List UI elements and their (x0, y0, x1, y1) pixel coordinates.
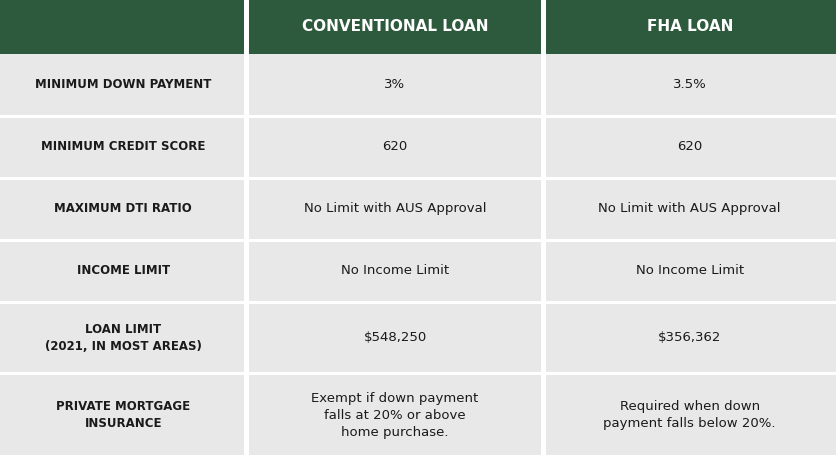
Text: 620: 620 (677, 140, 702, 154)
Bar (0, 373, 247, 457)
Bar (543, 116, 836, 178)
Text: 3%: 3% (385, 79, 405, 91)
Text: No Limit with AUS Approval: No Limit with AUS Approval (303, 202, 487, 215)
Bar (0, 240, 247, 302)
Bar (541, 0, 546, 457)
Bar (247, 0, 543, 54)
Bar (0, 302, 247, 373)
Text: No Limit with AUS Approval: No Limit with AUS Approval (599, 202, 781, 215)
Text: 620: 620 (382, 140, 408, 154)
Text: INCOME LIMIT: INCOME LIMIT (77, 265, 170, 277)
Bar (247, 240, 543, 302)
Bar (0, 301, 836, 304)
Bar (0, 239, 836, 242)
Bar (0, 0, 247, 54)
Bar (0, 116, 247, 178)
Bar (543, 373, 836, 457)
Text: 3.5%: 3.5% (673, 79, 706, 91)
Text: PRIVATE MORTGAGE
INSURANCE: PRIVATE MORTGAGE INSURANCE (56, 400, 191, 430)
Bar (0, 115, 836, 118)
Text: Exempt if down payment
falls at 20% or above
home purchase.: Exempt if down payment falls at 20% or a… (311, 392, 479, 439)
Text: FHA LOAN: FHA LOAN (646, 20, 733, 34)
Bar (244, 0, 249, 457)
Text: $356,362: $356,362 (658, 331, 721, 344)
Bar (0, 177, 836, 180)
Bar (247, 373, 543, 457)
Bar (0, 54, 247, 116)
Text: No Income Limit: No Income Limit (635, 265, 744, 277)
Text: No Income Limit: No Income Limit (341, 265, 449, 277)
Text: Required when down
payment falls below 20%.: Required when down payment falls below 2… (604, 400, 776, 430)
Text: MINIMUM DOWN PAYMENT: MINIMUM DOWN PAYMENT (35, 79, 212, 91)
Text: $548,250: $548,250 (364, 331, 426, 344)
Bar (247, 54, 543, 116)
Bar (0, 455, 836, 457)
Bar (0, 372, 836, 375)
Bar (543, 302, 836, 373)
Bar (0, 178, 247, 240)
Bar (543, 240, 836, 302)
Bar (543, 0, 836, 54)
Bar (244, 0, 249, 54)
Text: MAXIMUM DTI RATIO: MAXIMUM DTI RATIO (54, 202, 192, 215)
Text: CONVENTIONAL LOAN: CONVENTIONAL LOAN (302, 20, 488, 34)
Bar (247, 302, 543, 373)
Bar (543, 178, 836, 240)
Bar (247, 178, 543, 240)
Text: MINIMUM CREDIT SCORE: MINIMUM CREDIT SCORE (41, 140, 206, 154)
Bar (541, 0, 546, 54)
Bar (543, 54, 836, 116)
Text: LOAN LIMIT
(2021, IN MOST AREAS): LOAN LIMIT (2021, IN MOST AREAS) (45, 323, 201, 353)
Bar (247, 116, 543, 178)
